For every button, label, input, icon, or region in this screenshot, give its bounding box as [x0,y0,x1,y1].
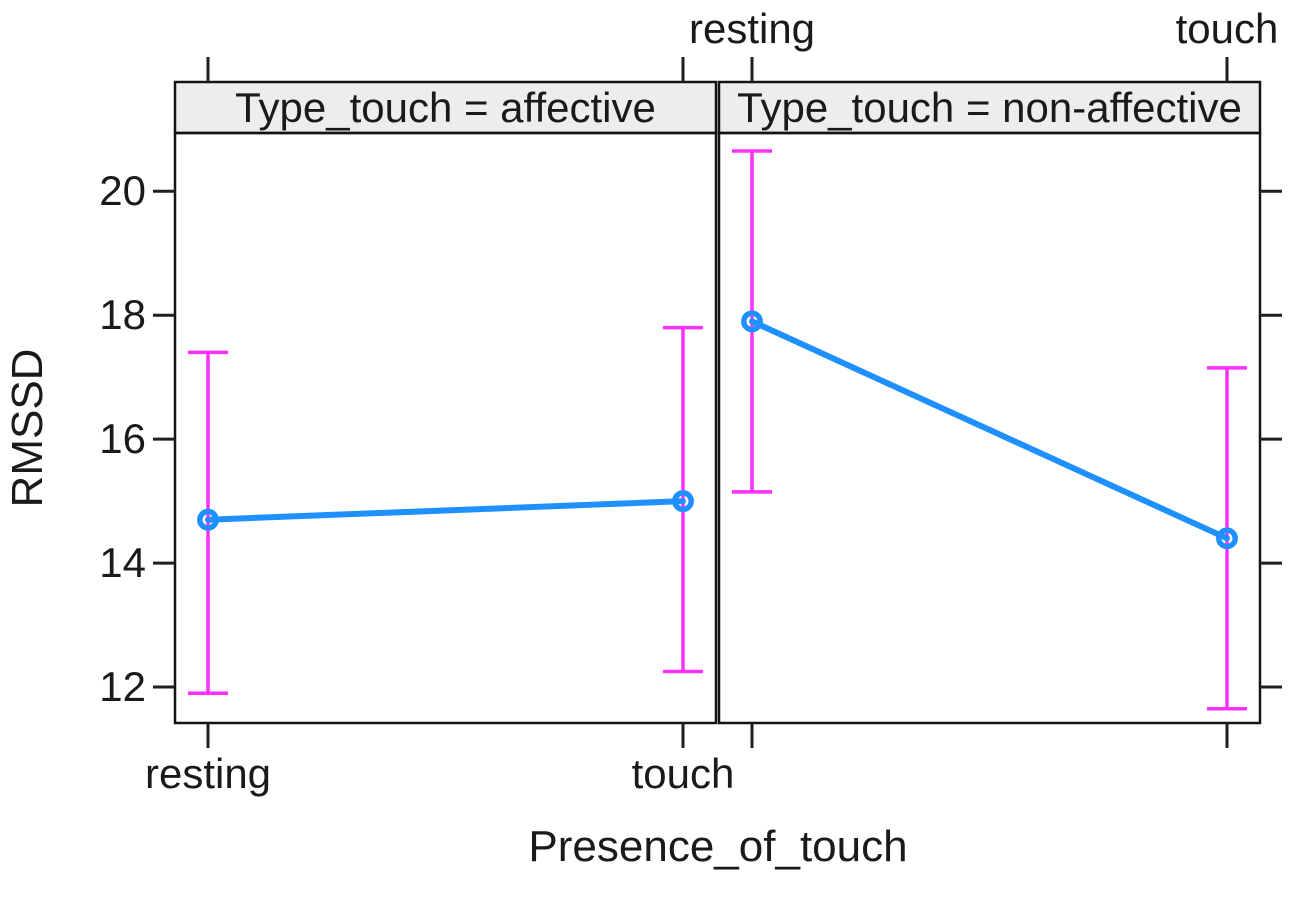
panel-border [173,131,718,725]
panel-border [717,131,1262,725]
bottom-axis-label-touch: touch [631,750,735,797]
top-axis-label-touch: touch [1175,5,1279,52]
strip-label-non-affective: Type_touch = non-affective [737,84,1242,131]
bottom-axis-label-resting: resting [144,750,272,797]
strip-box [173,80,718,135]
data-point-marker [197,508,219,531]
mean-line [205,498,686,523]
data-point-marker [741,310,763,333]
strip-label-affective: Type_touch = affective [235,84,656,131]
y-tick-label-20: 20 [99,167,146,215]
data-point-marker [672,490,694,513]
y-tick-label-16: 16 [99,415,146,463]
y-tick-label-14: 14 [99,539,146,587]
y-tick-label-18: 18 [99,291,146,339]
data-point-marker [1216,527,1238,550]
top-axis-label-resting: resting [688,5,816,52]
y-tick-label-12: 12 [99,663,146,711]
strip-box [717,80,1262,135]
mean-line [749,318,1230,542]
x-axis-title: Presence_of_touch [528,822,908,871]
